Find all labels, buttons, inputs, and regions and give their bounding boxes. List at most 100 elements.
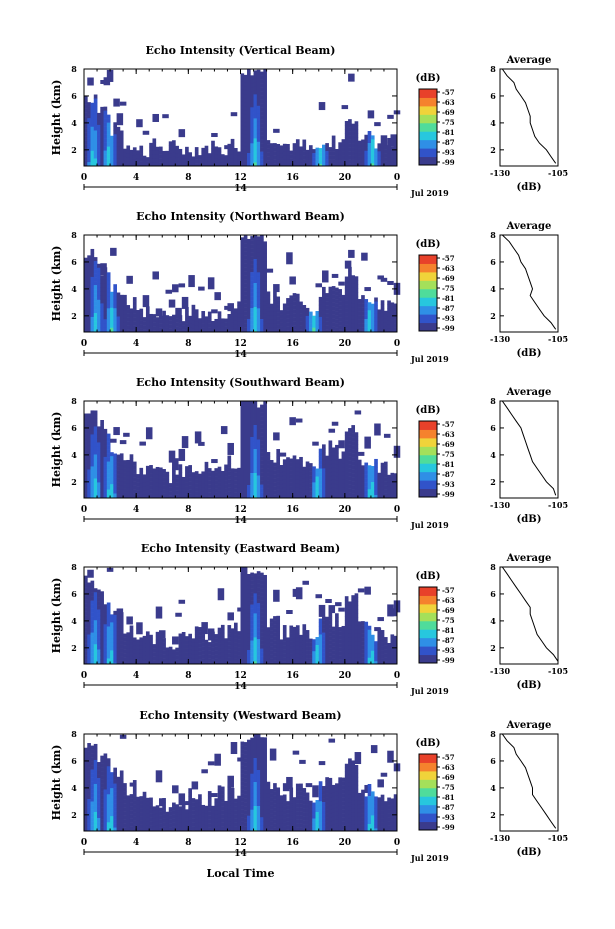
colorbar-tick-label: -99 [442, 324, 455, 333]
heatmap-cell [116, 466, 121, 471]
heatmap-cell [106, 481, 111, 486]
heatmap-cell [247, 641, 251, 647]
heatmap-cell [162, 322, 166, 328]
heatmap-cell [116, 780, 121, 786]
heatmap-cell [119, 461, 124, 466]
heatmap-cell [260, 472, 264, 477]
heatmap-cell [84, 619, 88, 624]
heatmap-cell [237, 495, 241, 499]
heatmap-cell [155, 466, 160, 472]
heatmap-cell [351, 433, 356, 438]
heatmap-cell [97, 806, 101, 811]
heatmap-cell [367, 661, 372, 665]
heatmap-cell [243, 401, 248, 406]
heatmap-cell [266, 299, 271, 304]
heatmap-cell [361, 621, 365, 626]
average-title: Average [506, 553, 552, 564]
heatmap-cell [106, 818, 111, 823]
heatmap-cell [103, 315, 108, 320]
heatmap-cell [295, 151, 300, 156]
heatmap-cell [292, 630, 297, 636]
heatmap-cell [106, 142, 111, 147]
heatmap-cell [155, 478, 160, 484]
heatmap-cell [227, 314, 232, 319]
heatmap-cell [240, 631, 245, 636]
heatmap-cell [260, 123, 264, 128]
heatmap-cell [84, 775, 88, 781]
heatmap-cell [295, 657, 300, 662]
heatmap-cell [158, 319, 163, 324]
heatmap-cell [243, 607, 248, 612]
heatmap-cell [387, 647, 391, 652]
heatmap-cell [227, 637, 232, 642]
heatmap-cell [123, 633, 127, 638]
heatmap-cell [325, 313, 329, 318]
heatmap-cell [348, 637, 352, 642]
heatmap-cell [263, 297, 267, 302]
heatmap-cell [247, 262, 251, 268]
heatmap-cell [243, 405, 248, 410]
heatmap-cell [240, 73, 245, 78]
colorbar-tick-label: -87 [442, 304, 455, 313]
heatmap-cell [198, 473, 202, 478]
heatmap-cell [87, 449, 91, 454]
heatmap-cell [240, 81, 245, 86]
heatmap-cell [155, 154, 160, 160]
heatmap-cell [185, 652, 189, 657]
heatmap-cell [100, 603, 104, 608]
heatmap-cell [100, 110, 104, 116]
heatmap-cell [250, 640, 254, 645]
heatmap-cell [367, 653, 372, 659]
heatmap-cell [282, 151, 287, 157]
heatmap-cell [335, 633, 339, 638]
heatmap-cell [214, 654, 219, 659]
heatmap-cell [315, 496, 320, 499]
heatmap-cell [341, 147, 346, 152]
heatmap-cell [97, 766, 101, 771]
heatmap-cell [377, 472, 382, 478]
heatmap-cell [240, 249, 245, 254]
heatmap-cell [295, 309, 300, 315]
heatmap-cell [348, 249, 355, 258]
heatmap-cell [260, 271, 264, 276]
heatmap-cell [90, 296, 95, 302]
heatmap-cell [305, 469, 310, 474]
heatmap-cell [308, 161, 313, 166]
heatmap-cell [328, 640, 333, 645]
heatmap-cell [341, 451, 346, 456]
heatmap-cell [103, 126, 108, 131]
heatmap-cell [100, 311, 104, 316]
heatmap-cell [126, 819, 131, 824]
heatmap-cell [136, 824, 140, 830]
heatmap-cell [344, 495, 349, 499]
heatmap-cell [227, 657, 232, 662]
heatmap-cell [113, 827, 117, 832]
heatmap-cell [145, 306, 150, 311]
heatmap-cell [341, 322, 346, 328]
heatmap-cell [90, 640, 95, 645]
heatmap-cell [204, 465, 209, 471]
heatmap-cell [110, 151, 114, 157]
heatmap-cell [344, 479, 349, 484]
heatmap-cell [103, 757, 108, 762]
heatmap-cell [113, 819, 117, 824]
heatmap-cell [113, 300, 117, 305]
heatmap-cell [351, 607, 356, 612]
heatmap-cell [224, 484, 228, 489]
colorbar-tick-label: -69 [442, 108, 455, 117]
heatmap-cell [344, 612, 349, 617]
colorbar-swatch [419, 297, 437, 307]
heatmap-cell [302, 329, 307, 333]
heatmap-cell [155, 494, 160, 499]
heatmap-cell [142, 807, 147, 813]
heatmap-cell [335, 480, 339, 486]
heatmap-cell [282, 315, 287, 320]
heatmap-cell [100, 279, 104, 284]
heatmap-cell [240, 317, 245, 322]
heatmap-cell [113, 630, 117, 636]
heatmap-cell [380, 277, 388, 282]
heatmap-cell [335, 319, 339, 324]
heatmap-cell [276, 465, 281, 470]
heatmap-cell [211, 321, 215, 326]
heatmap-cell [351, 303, 356, 308]
